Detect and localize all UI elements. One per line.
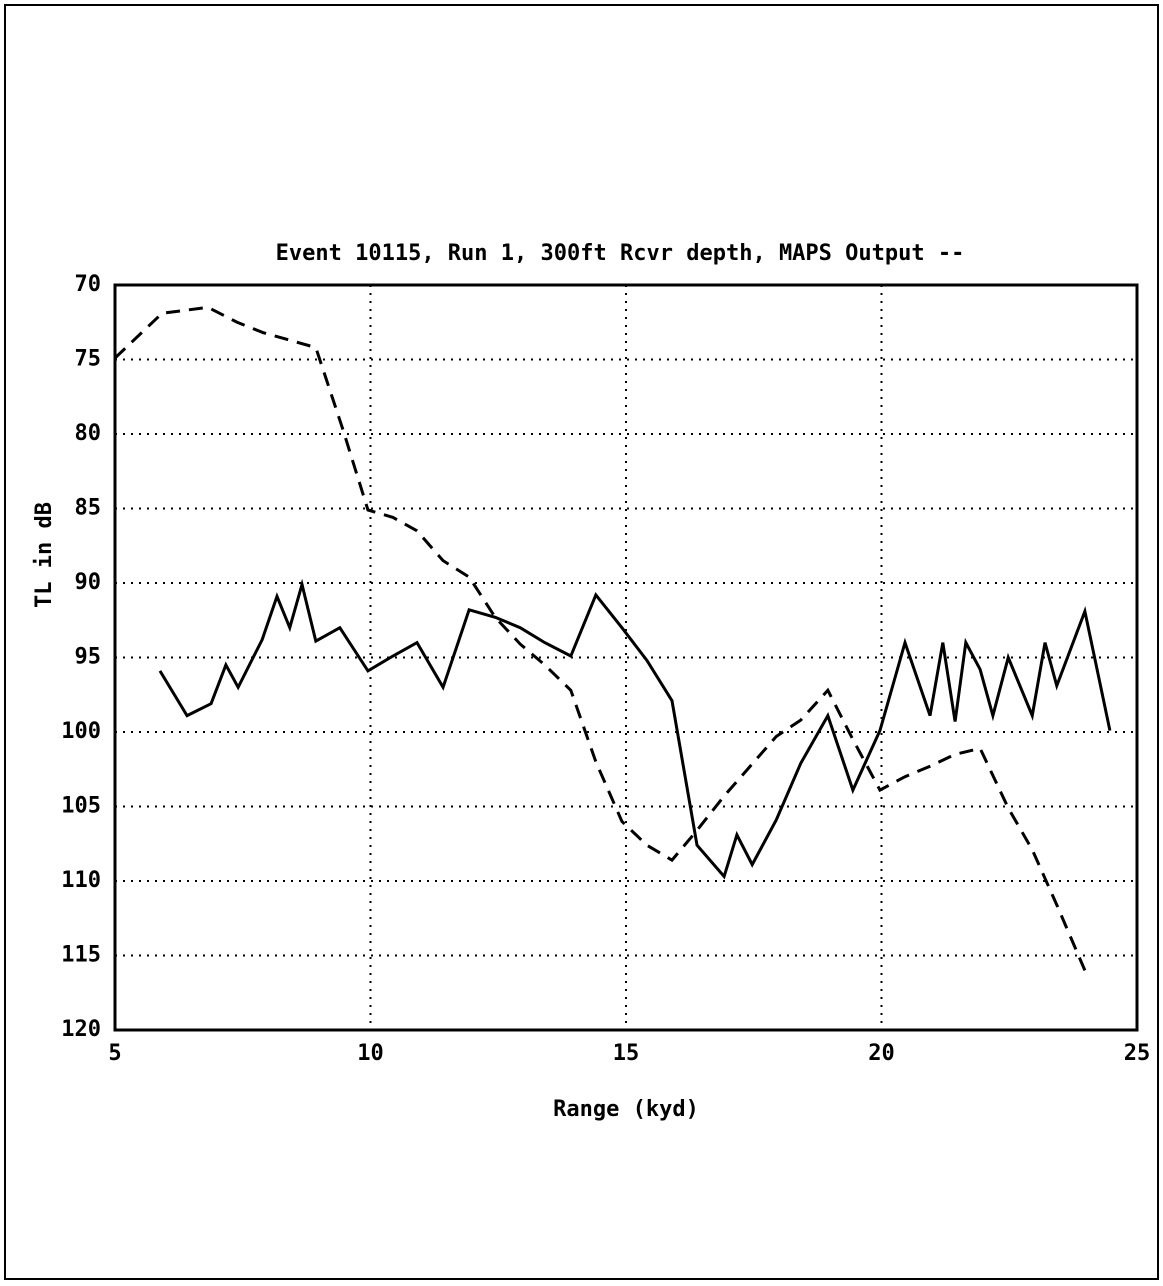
y-tick-label: 115 [61, 943, 101, 968]
y-tick-label: 100 [61, 719, 101, 744]
page-border [4, 4, 1159, 1280]
y-tick-label: 90 [75, 570, 102, 595]
plot-frame [113, 283, 1139, 1032]
x-tick-label: 15 [613, 1041, 640, 1066]
data-line [158, 578, 1112, 880]
y-tick-label: 95 [75, 645, 102, 670]
x-tick-label: 25 [1124, 1041, 1151, 1066]
y-tick-label: 110 [61, 868, 101, 893]
y-tick-label: 80 [75, 421, 102, 446]
y-tick-label: 70 [75, 272, 102, 297]
y-tick-label: 105 [61, 794, 101, 819]
data-line [113, 305, 1087, 971]
chart-title: Event 10115, Run 1, 300ft Rcvr depth, MA… [276, 241, 965, 266]
y-axis-label: TL in dB [32, 502, 57, 608]
x-tick-label: 5 [108, 1041, 121, 1066]
y-tick-label: 75 [75, 347, 102, 372]
x-axis-label: Range (kyd) [553, 1097, 699, 1122]
y-tick-label: 85 [75, 496, 102, 521]
x-tick-label: 20 [868, 1041, 895, 1066]
y-tick-label: 120 [61, 1017, 101, 1042]
x-tick-label: 10 [357, 1041, 384, 1066]
